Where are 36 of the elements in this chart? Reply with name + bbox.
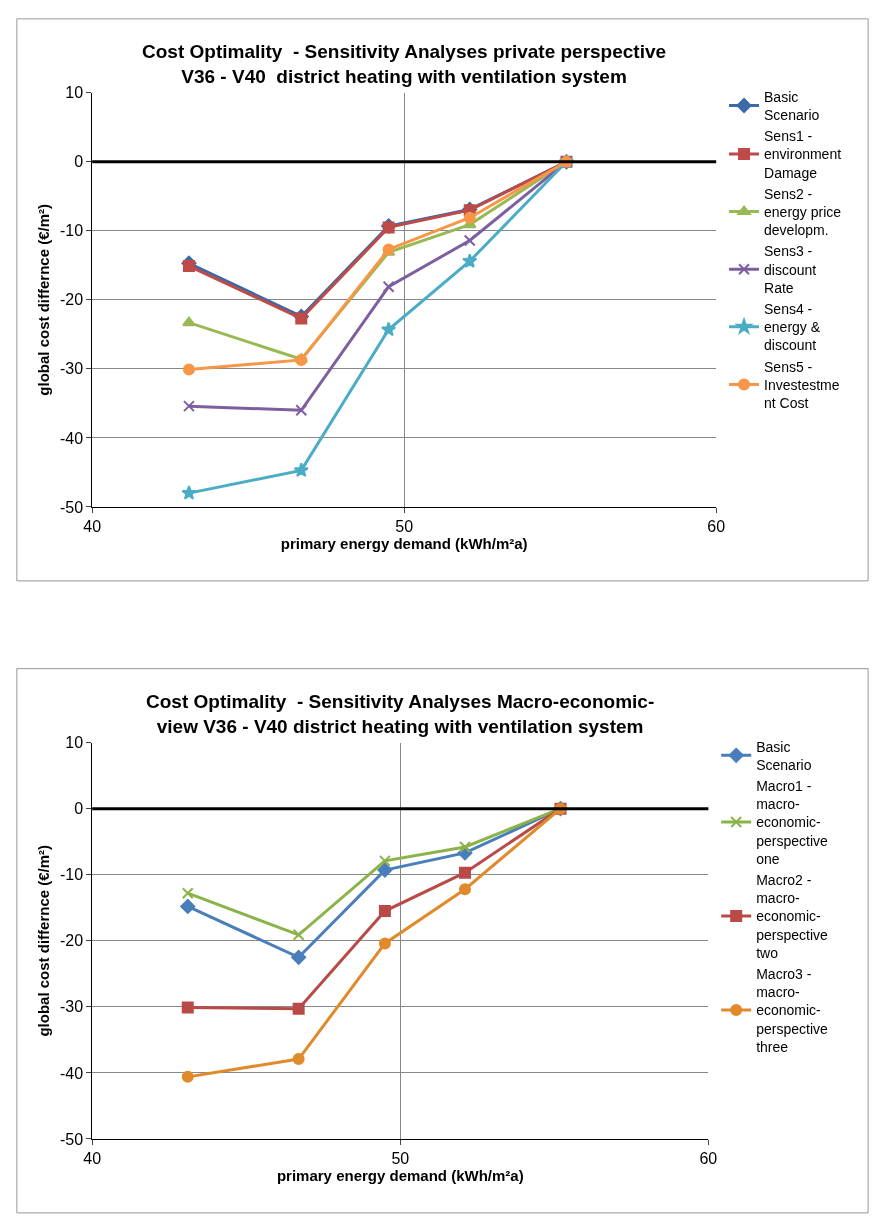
y-tick-label: 0 [74,800,84,818]
y-tick-label: 10 [65,734,84,752]
x-tick-label: 40 [83,518,102,536]
legend-label: Basic Scenario [764,88,820,124]
y-tick-label: -10 [59,222,84,240]
y-axis-title: global cost differnce (€/m²) [35,844,53,1037]
chart-title: Cost Optimality - Sensitivity Analyses Macro-economic- view V36 - V40 district heating with ventilation system [146,691,655,737]
y-tick-label: -20 [59,291,84,309]
y-tick-label: -30 [59,998,84,1016]
legend-label: Macro3 - macro-economic-perspective three [756,966,828,1055]
y-tick-label: -30 [59,360,84,378]
legend-label: Sens2 - energy price developm. [764,185,842,239]
x-tick-label: 40 [83,1150,102,1168]
y-tick-label: 0 [74,153,84,171]
legend-label: Sens5 - Investestment Cost [764,358,840,412]
x-tick-label: 60 [707,518,726,536]
y-tick-label: -50 [59,498,84,516]
y-tick-label: -50 [59,1130,84,1148]
legend-label: Sens3 - discount Rate [764,243,817,296]
y-tick-label: -40 [59,429,84,447]
x-tick-label: 50 [395,518,414,536]
legend-label: Basic Scenario [756,738,812,773]
legend-label: Sens1 - environment Damage [764,128,842,181]
legend-label: Sens4 - energy & discount [764,301,821,354]
y-tick-label: -10 [59,866,84,884]
x-axis-title: primary energy demand (kWh/m²a) [276,1167,524,1185]
y-axis-title: global cost differnce (€/m²) [35,204,53,396]
x-tick-label: 50 [391,1150,410,1168]
y-tick-label: 10 [65,84,84,102]
x-tick-label: 60 [699,1150,718,1168]
legend-label: Macro1 - macro-economic-perspective one [756,778,828,867]
y-tick-label: -20 [59,932,84,950]
y-tick-label: -40 [59,1064,84,1082]
x-axis-title: primary energy demand (kWh/m²a) [280,535,528,553]
legend-label: Macro2 - macro-economic-perspective two [756,872,828,961]
chart-title: Cost Optimality - Sensitivity Analyses private perspective V36 - V40 district heating with ventilation system [142,41,667,87]
